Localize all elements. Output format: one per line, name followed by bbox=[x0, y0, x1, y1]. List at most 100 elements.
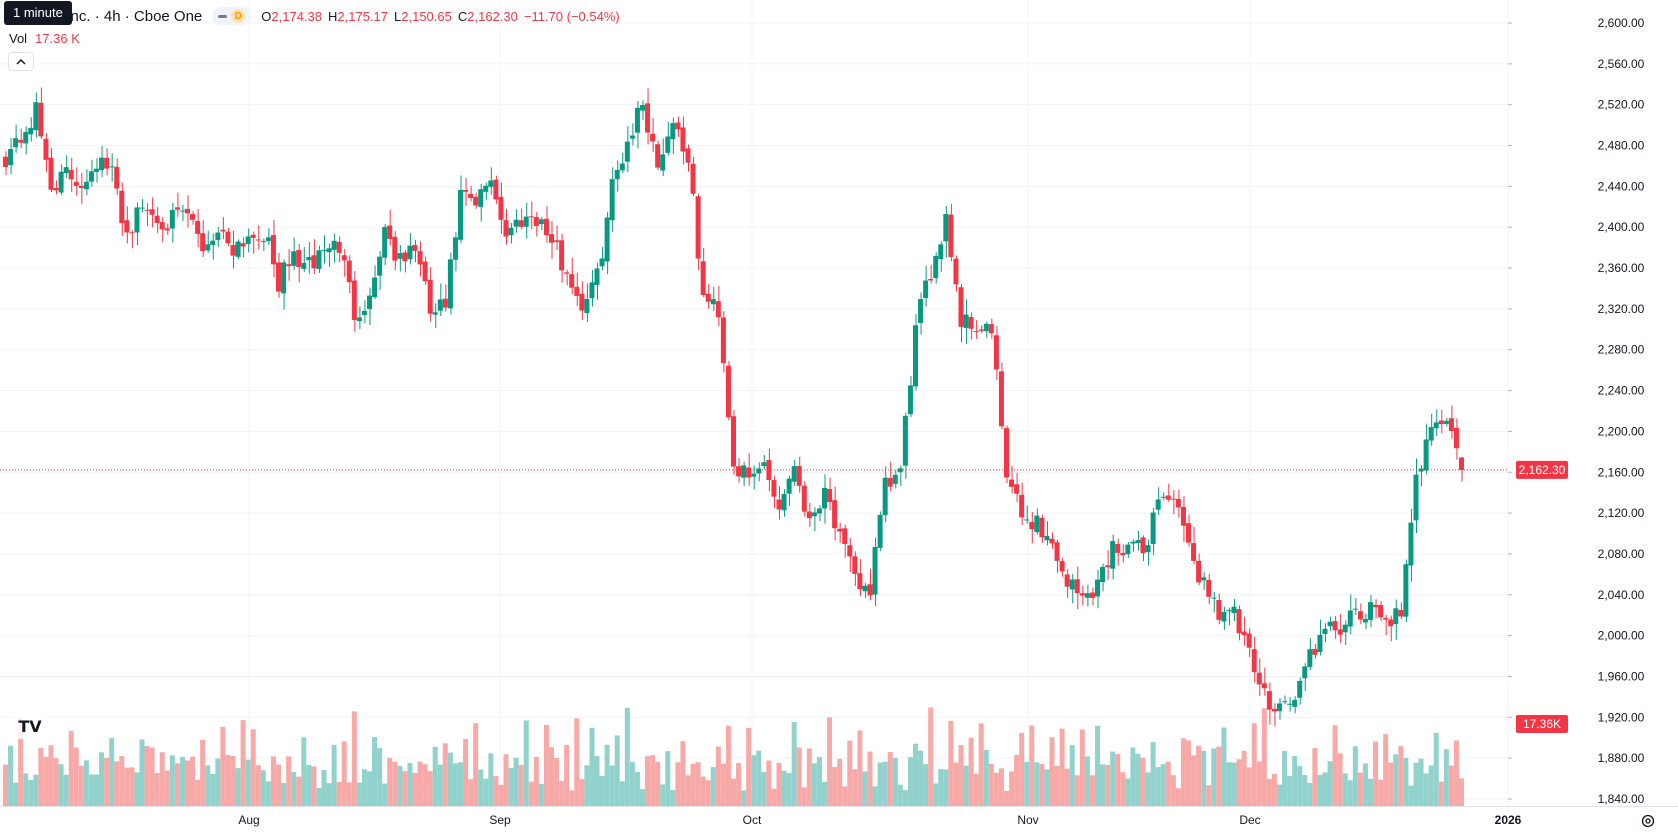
candle-body bbox=[286, 264, 292, 267]
volume-bar bbox=[422, 764, 428, 806]
volume-bar bbox=[1206, 785, 1212, 806]
volume-bar bbox=[832, 767, 838, 806]
volume-bar bbox=[382, 783, 388, 806]
volume-bar bbox=[377, 748, 383, 806]
volume-bar bbox=[1322, 772, 1328, 806]
volume-bar bbox=[584, 765, 590, 806]
candle-body bbox=[245, 236, 251, 244]
open-value: 2,174.38 bbox=[271, 8, 323, 24]
volume-bar bbox=[746, 727, 752, 806]
volume-bar bbox=[306, 764, 312, 806]
candle-body bbox=[715, 301, 721, 318]
volume-bar bbox=[442, 743, 448, 806]
volume-bar bbox=[1236, 759, 1242, 806]
volume-bar bbox=[134, 772, 140, 806]
candle-body bbox=[751, 473, 757, 477]
volume-bar bbox=[291, 771, 297, 806]
y-tick-label: 1,840.00 bbox=[1598, 792, 1645, 806]
market-status-pill[interactable]: D bbox=[212, 7, 252, 25]
candle-body bbox=[1206, 579, 1212, 597]
volume-bar bbox=[1271, 773, 1277, 806]
volume-bars bbox=[3, 707, 1464, 806]
candle-body bbox=[801, 485, 807, 512]
volume-bar bbox=[1388, 762, 1394, 806]
volume-label[interactable]: Vol bbox=[9, 31, 28, 46]
candle-body bbox=[1135, 540, 1141, 544]
volume-bar bbox=[629, 761, 635, 806]
candle-body bbox=[594, 268, 600, 285]
volume-bar bbox=[1004, 790, 1009, 806]
candle-body bbox=[1095, 579, 1100, 597]
volume-bar bbox=[397, 765, 403, 806]
candle-body bbox=[756, 468, 762, 474]
candles bbox=[3, 87, 1464, 727]
candle-body bbox=[1044, 535, 1050, 541]
candle-body bbox=[291, 251, 297, 266]
candle-body bbox=[973, 331, 979, 333]
candle-body bbox=[852, 556, 858, 574]
y-tick-label: 2,200.00 bbox=[1598, 424, 1645, 438]
volume-bar bbox=[63, 774, 69, 806]
candle-body bbox=[907, 385, 913, 415]
volume-bar bbox=[1398, 746, 1404, 806]
candle-body bbox=[913, 325, 918, 387]
volume-bar bbox=[498, 784, 504, 806]
close-label: C bbox=[457, 8, 468, 24]
volume-bar bbox=[361, 769, 367, 806]
volume-bar bbox=[988, 763, 994, 806]
candle-body bbox=[392, 236, 398, 261]
volume-bar bbox=[655, 761, 661, 806]
chart-settings-button[interactable] bbox=[1638, 811, 1658, 831]
volume-bar bbox=[1403, 757, 1409, 806]
candle-body bbox=[169, 209, 175, 229]
candle-body bbox=[1302, 666, 1308, 679]
volume-bar bbox=[877, 762, 883, 806]
volume-bar bbox=[1160, 764, 1166, 806]
candle-body bbox=[230, 245, 236, 256]
candle-body bbox=[1024, 519, 1030, 521]
candle-body bbox=[488, 180, 494, 187]
volume-bar bbox=[1423, 773, 1429, 806]
candle-body bbox=[503, 220, 509, 237]
volume-bar bbox=[1251, 723, 1257, 806]
volume-bar bbox=[513, 757, 519, 806]
candle-body bbox=[1332, 621, 1338, 631]
candle-body bbox=[463, 190, 469, 192]
candle-body bbox=[508, 227, 514, 236]
volume-bar bbox=[963, 765, 969, 806]
volume-bar bbox=[695, 762, 701, 806]
candle-body bbox=[695, 196, 701, 259]
tradingview-logo[interactable]: TV bbox=[14, 713, 46, 739]
candle-body bbox=[710, 299, 716, 305]
volume-bar bbox=[897, 784, 903, 806]
volume-bar bbox=[331, 744, 337, 806]
collapse-legend-button[interactable] bbox=[8, 52, 34, 71]
volume-bar bbox=[210, 774, 216, 806]
y-tick-label: 1,880.00 bbox=[1598, 751, 1645, 765]
volume-bar bbox=[569, 790, 575, 806]
volume-bar bbox=[715, 746, 721, 806]
volume-bar bbox=[756, 750, 762, 806]
y-tick-label: 1,960.00 bbox=[1598, 669, 1645, 683]
volume-bar bbox=[614, 735, 620, 806]
volume-bar bbox=[1277, 784, 1282, 806]
candle-body bbox=[741, 465, 747, 478]
volume-bar bbox=[276, 764, 281, 806]
volume-bar bbox=[356, 782, 362, 806]
candle-body bbox=[1307, 649, 1313, 667]
candle-body bbox=[88, 171, 94, 182]
candle-body bbox=[736, 466, 742, 477]
candle-body bbox=[417, 251, 423, 265]
x-tick-label: Aug bbox=[238, 813, 259, 827]
chevron-up-icon bbox=[16, 58, 26, 65]
candle-body bbox=[377, 256, 383, 276]
volume-bar bbox=[159, 752, 165, 806]
volume-bar bbox=[589, 727, 595, 806]
candle-body bbox=[1438, 420, 1444, 425]
volume-bar bbox=[690, 763, 696, 806]
candle-body bbox=[8, 149, 14, 166]
candle-body bbox=[473, 196, 479, 206]
volume-bar bbox=[948, 720, 954, 806]
interval-badge: D bbox=[231, 9, 246, 23]
